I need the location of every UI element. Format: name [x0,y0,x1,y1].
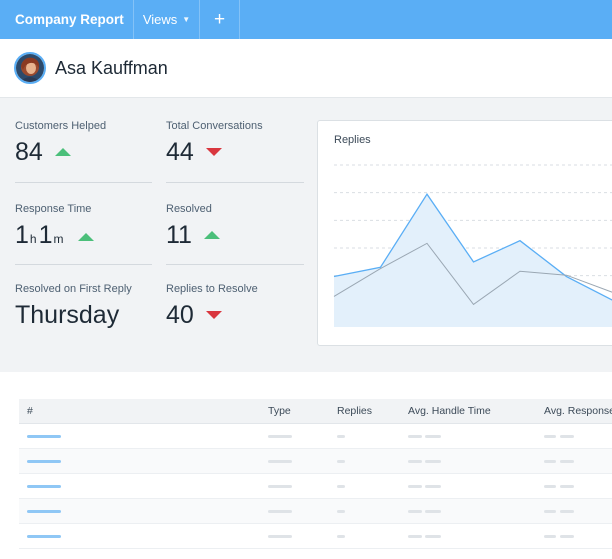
column-header-avg-handle-time[interactable]: Avg. Handle Time [408,405,491,417]
cell-placeholder [425,435,441,438]
table-row[interactable] [19,499,612,524]
cell-placeholder [544,485,556,488]
minutes-value: 1 [38,221,53,249]
cell-placeholder [425,535,441,538]
cell-placeholder [560,510,574,513]
divider [15,264,152,265]
profile-name: Asa Kauffman [55,57,168,78]
stat-label: Total Conversations [166,120,263,132]
cell-placeholder [544,535,556,538]
cell-placeholder [337,510,345,513]
column-header-type[interactable]: Type [268,405,291,417]
table-row[interactable] [19,424,612,449]
cell-placeholder [560,535,574,538]
cell-placeholder [560,460,574,463]
stats-panel: Customers Helped 84 Total Conversations … [0,98,612,372]
divider [166,182,304,183]
table-body [19,424,612,549]
replies-chart-card: Replies [317,120,612,346]
avatar[interactable] [14,52,46,84]
cell-placeholder [408,460,422,463]
stat-label: Resolved [166,203,212,215]
add-view-button[interactable]: + [200,0,240,39]
stat-label: Replies to Resolve [166,283,258,295]
cell-placeholder [27,535,61,538]
cell-placeholder [268,535,292,538]
cell-placeholder [268,435,292,438]
stat-value: 11 [166,221,192,249]
cell-placeholder [337,460,345,463]
stat-response-time: Response Time 1h1m [15,203,94,254]
cell-placeholder [544,460,556,463]
column-header-avg-response[interactable]: Avg. Response [544,405,612,417]
stat-customers-helped: Customers Helped 84 [15,120,106,167]
cell-placeholder [337,535,345,538]
trend-up-icon [203,231,220,239]
trend-down-icon [205,148,222,156]
cell-placeholder [544,510,556,513]
stat-label: Customers Helped [15,120,107,132]
table-row[interactable] [19,524,612,549]
stat-value: 44 [166,138,194,166]
cell-placeholder [560,485,574,488]
cell-placeholder [268,485,292,488]
trend-up-icon [54,148,71,156]
table-row[interactable] [19,449,612,474]
stat-value: 1h1m [15,220,66,254]
stat-replies-to-resolve: Replies to Resolve 40 [166,283,258,330]
chevron-down-icon: ▼ [182,15,191,24]
chart-series-line-1 [333,193,612,301]
chart-title: Replies [334,134,371,146]
cell-placeholder [27,485,61,488]
stat-label: Response Time [15,203,92,215]
minutes-unit: m [53,232,64,246]
replies-chart [333,164,612,327]
data-table: # Type Replies Avg. Handle Time Avg. Res… [19,399,612,549]
cell-placeholder [27,435,61,438]
cell-placeholder [268,460,292,463]
stat-value: 84 [15,138,43,166]
stat-resolved-first-reply: Resolved on First Reply Thursday [15,283,132,330]
stat-value: 40 [166,301,194,329]
cell-placeholder [408,510,422,513]
cell-placeholder [337,485,345,488]
cell-placeholder [425,485,441,488]
chart-series-line-2 [333,242,612,306]
profile-header: Asa Kauffman [0,39,612,98]
views-dropdown[interactable]: Views ▼ [134,0,200,39]
cell-placeholder [27,460,61,463]
cell-placeholder [544,435,556,438]
stat-value: Thursday [15,301,120,329]
table-header: # Type Replies Avg. Handle Time Avg. Res… [19,399,612,424]
divider [166,264,304,265]
cell-placeholder [408,535,422,538]
cell-placeholder [408,435,422,438]
top-nav-bar: Company Report Views ▼ + [0,0,612,39]
table-row[interactable] [19,474,612,499]
cell-placeholder [425,460,441,463]
cell-placeholder [425,510,441,513]
avatar-image [16,54,44,82]
views-label: Views [142,12,178,27]
cell-placeholder [27,510,61,513]
hours-unit: h [29,232,37,246]
column-header-replies[interactable]: Replies [337,405,373,417]
hours-value: 1 [15,221,29,249]
divider [15,182,152,183]
cell-placeholder [560,435,574,438]
column-header-number[interactable]: # [27,405,33,417]
trend-down-icon [205,311,222,319]
stat-label: Resolved on First Reply [15,283,132,295]
cell-placeholder [408,485,422,488]
cell-placeholder [337,435,345,438]
cell-placeholder [268,510,292,513]
chart-area-fill [334,194,612,327]
stat-resolved: Resolved 11 [166,203,220,250]
report-title-tab[interactable]: Company Report [0,0,134,39]
trend-up-icon [77,233,94,241]
stat-total-conversations: Total Conversations 44 [166,120,263,167]
